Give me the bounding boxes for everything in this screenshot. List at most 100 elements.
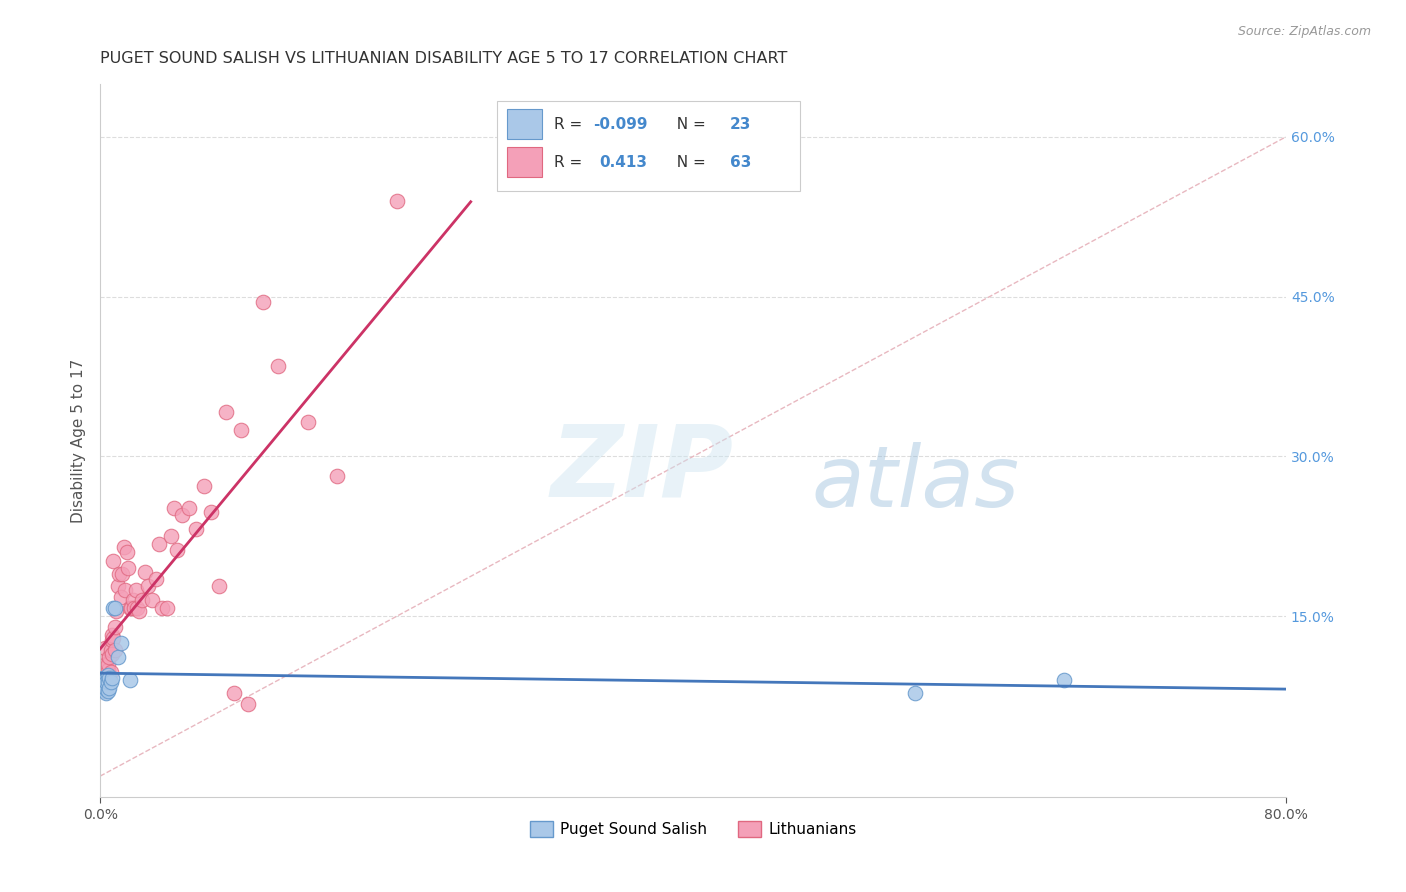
Point [166,543,188,558]
Point [91,654,114,668]
Point [103,631,125,645]
Point [108,566,131,581]
Point [145,572,167,586]
Point [104,643,127,657]
Point [128,604,150,618]
Point [100,643,122,657]
Point [326,468,349,483]
Point [90,679,112,693]
Point [91,675,114,690]
Point [150,600,173,615]
Point [122,600,145,615]
Point [94,686,117,700]
Point [112,540,135,554]
Point [229,423,252,437]
Point [222,686,245,700]
Point [91,671,114,685]
Point [93,684,115,698]
Point [267,359,290,373]
Point [111,566,134,581]
Point [141,593,163,607]
Point [110,636,132,650]
Point [90,679,112,693]
Point [177,500,200,515]
Point [94,675,117,690]
Point [127,600,149,615]
Text: N =: N = [666,154,710,169]
Point [385,194,408,208]
Point [96,684,118,698]
Text: 23: 23 [730,117,751,132]
Point [94,681,117,696]
Point [215,405,238,419]
Point [96,657,118,672]
Point [238,697,260,711]
Point [120,600,142,615]
Point [114,582,136,597]
Legend: Puget Sound Salish, Lithuanians: Puget Sound Salish, Lithuanians [523,815,863,843]
Point [104,620,127,634]
Point [118,673,141,688]
Point [94,673,117,688]
Point [125,582,148,597]
Point [121,593,143,607]
Point [208,579,231,593]
Point [118,600,141,615]
FancyBboxPatch shape [508,109,543,139]
Point [101,632,124,647]
Text: N =: N = [666,117,710,132]
Point [156,600,179,615]
Text: R =: R = [554,154,592,169]
Point [96,668,118,682]
FancyBboxPatch shape [508,147,543,177]
Point [904,686,927,700]
Point [193,479,215,493]
Point [101,647,124,661]
Text: atlas: atlas [811,442,1019,524]
Point [101,628,124,642]
Point [1053,673,1076,688]
Point [110,590,132,604]
Point [93,641,115,656]
Point [98,649,121,664]
Point [100,675,122,690]
Text: 63: 63 [730,154,751,169]
Point [297,416,319,430]
Text: Source: ZipAtlas.com: Source: ZipAtlas.com [1237,25,1371,38]
Point [103,600,125,615]
Point [170,508,193,522]
Point [107,649,129,664]
Point [93,679,115,693]
FancyBboxPatch shape [498,102,800,191]
Point [96,663,118,677]
Point [103,554,125,568]
Point [104,600,127,615]
Point [98,681,121,695]
Point [163,500,186,515]
Point [115,545,138,559]
Point [98,671,121,685]
Point [93,684,115,698]
Point [101,671,124,685]
Point [117,561,139,575]
Point [136,579,159,593]
Point [134,565,156,579]
Text: PUGET SOUND SALISH VS LITHUANIAN DISABILITY AGE 5 TO 17 CORRELATION CHART: PUGET SOUND SALISH VS LITHUANIAN DISABIL… [100,51,787,66]
Point [200,505,222,519]
Point [160,529,183,543]
Point [105,604,128,618]
Point [107,579,129,593]
Point [93,673,115,688]
Point [100,665,122,679]
Y-axis label: Disability Age 5 to 17: Disability Age 5 to 17 [72,359,86,523]
Text: 0.413: 0.413 [599,154,647,169]
Text: ZIP: ZIP [551,420,734,517]
Point [131,593,153,607]
Point [252,295,274,310]
Text: R =: R = [554,117,588,132]
Point [96,675,118,690]
Text: -0.099: -0.099 [593,117,648,132]
Point [186,522,208,536]
Point [96,675,118,690]
Point [94,657,117,672]
